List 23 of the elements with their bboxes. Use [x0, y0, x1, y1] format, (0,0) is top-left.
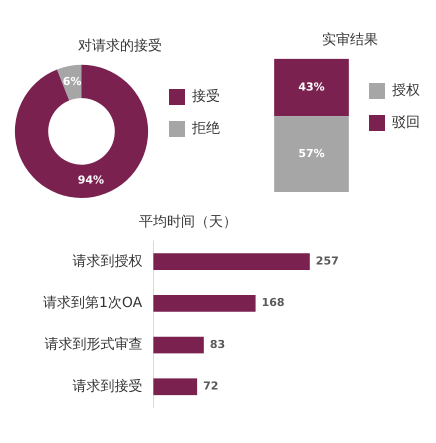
data-label: 83: [210, 338, 226, 351]
legend-label: 接受: [192, 88, 220, 105]
chart-title: 对请求的接受: [78, 38, 162, 54]
legend-label: 拒绝: [191, 120, 220, 137]
y-tick-label: 请求到授权: [72, 253, 142, 270]
data-label: 6%: [62, 75, 82, 88]
data-label: 72: [203, 380, 218, 393]
y-tick-label: 请求到第1次OA: [42, 294, 143, 311]
legend-label: 驳回: [392, 114, 420, 131]
chart-title: 实审结果: [322, 32, 378, 48]
legend-label: 授权: [392, 82, 420, 99]
data-label: 257: [316, 254, 339, 268]
bar: [153, 253, 310, 270]
data-label: 43%: [298, 80, 325, 94]
data-label: 94%: [78, 173, 104, 186]
data-label: 57%: [298, 146, 325, 160]
y-tick-label: 请求到形式审查: [44, 336, 142, 353]
data-label: 168: [262, 296, 285, 310]
bar: [153, 295, 256, 312]
chart-title: 平均时间（天）: [139, 214, 237, 230]
y-tick-label: 请求到接受: [72, 378, 142, 394]
bar: [153, 336, 204, 354]
bar: [153, 378, 198, 396]
